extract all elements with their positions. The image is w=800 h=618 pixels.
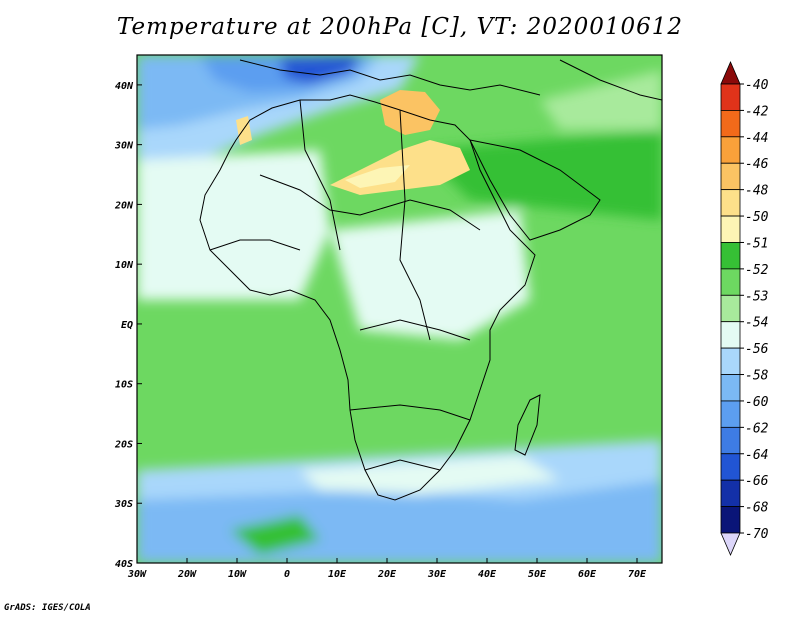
colorbar-label: -51 (745, 236, 768, 251)
colorbar-label: -68 (745, 501, 769, 516)
colorbar-label: -42 (745, 104, 769, 119)
colorbar-bin (720, 532, 741, 557)
map-title: Temperature at 200hPa [C], VT: 202001061… (116, 14, 684, 40)
colorbar-label: -56 (745, 342, 769, 357)
lon-tick-label: 40E (478, 569, 497, 580)
lon-tick-label: 20E (377, 569, 397, 580)
lat-tick-label: 30N (114, 141, 134, 152)
colorbar-label: -52 (745, 263, 769, 278)
colorbar-bin (720, 215, 741, 243)
colorbar-label: -46 (745, 157, 769, 172)
colorbar-label: -48 (745, 184, 769, 199)
colorbar-label: -66 (745, 474, 769, 489)
colorbar-label: -40 (745, 78, 769, 93)
colorbar-bin (720, 110, 741, 138)
lon-tick-label: 30W (127, 569, 147, 580)
lat-tick-label: EQ (121, 320, 133, 331)
colorbar-label: -44 (745, 131, 768, 146)
temperature-field (137, 55, 662, 563)
coastlines (199, 59, 662, 501)
colorbar: -40 -42 -44 -46 -48 -50 -51 -52 -53 -54 -56 -58 -60 -… (720, 60, 769, 557)
lon-tick-label: 30E (427, 569, 447, 580)
colorbar-bin (720, 162, 741, 191)
lat-tick-label: 20N (114, 200, 134, 211)
colorbar-bin (720, 479, 741, 507)
colorbar-bin (720, 60, 741, 85)
footer-credit: GrADS: IGES/COLA (4, 603, 91, 613)
colorbar-bin (720, 136, 741, 164)
colorbar-label: -50 (745, 210, 769, 225)
colorbar-bin (720, 506, 741, 534)
colorbar-bin (720, 453, 741, 481)
colorbar-label: -70 (745, 527, 769, 542)
colorbar-bin (720, 347, 741, 375)
lon-tick-label: 10W (228, 569, 247, 580)
colorbar-label: -60 (745, 395, 769, 410)
colorbar-bin (720, 268, 741, 296)
map-frame (136, 54, 663, 564)
lon-tick-label: 50E (528, 569, 547, 580)
colorbar-label: -53 (745, 289, 768, 304)
colorbar-bin (720, 294, 741, 323)
colorbar-label: -58 (745, 369, 769, 384)
lat-tick-label: 20S (114, 439, 133, 450)
colorbar-bin (720, 400, 741, 428)
colorbar-bin (720, 83, 741, 111)
colorbar-bin (720, 374, 741, 402)
lat-tick-label: 40N (115, 81, 134, 92)
colorbar-label: -62 (745, 421, 769, 436)
lon-tick-label: 0 (284, 569, 290, 580)
lat-tick-label: 30S (114, 499, 133, 510)
colorbar-bin (720, 321, 741, 349)
lon-tick-label: 10E (328, 569, 347, 580)
colorbar-label: -64 (745, 448, 768, 463)
lon-tick-label: 60E (578, 569, 597, 580)
lon-tick-label: 70E (628, 569, 647, 580)
lat-tick-label: 10S (115, 380, 133, 391)
colorbar-bin (720, 189, 741, 217)
colorbar-label: -54 (745, 316, 768, 331)
lat-tick-label: 10N (115, 260, 134, 271)
colorbar-bin (720, 426, 741, 455)
lon-tick-label: 20W (177, 569, 197, 580)
lat-tick-label: 40S (115, 559, 133, 570)
colorbar-bin (720, 242, 741, 270)
map-axes: 30W 20W 10W 0 10E 20E 30E 40E 50E 60E 70E 40N 30N 20N… (114, 81, 647, 580)
